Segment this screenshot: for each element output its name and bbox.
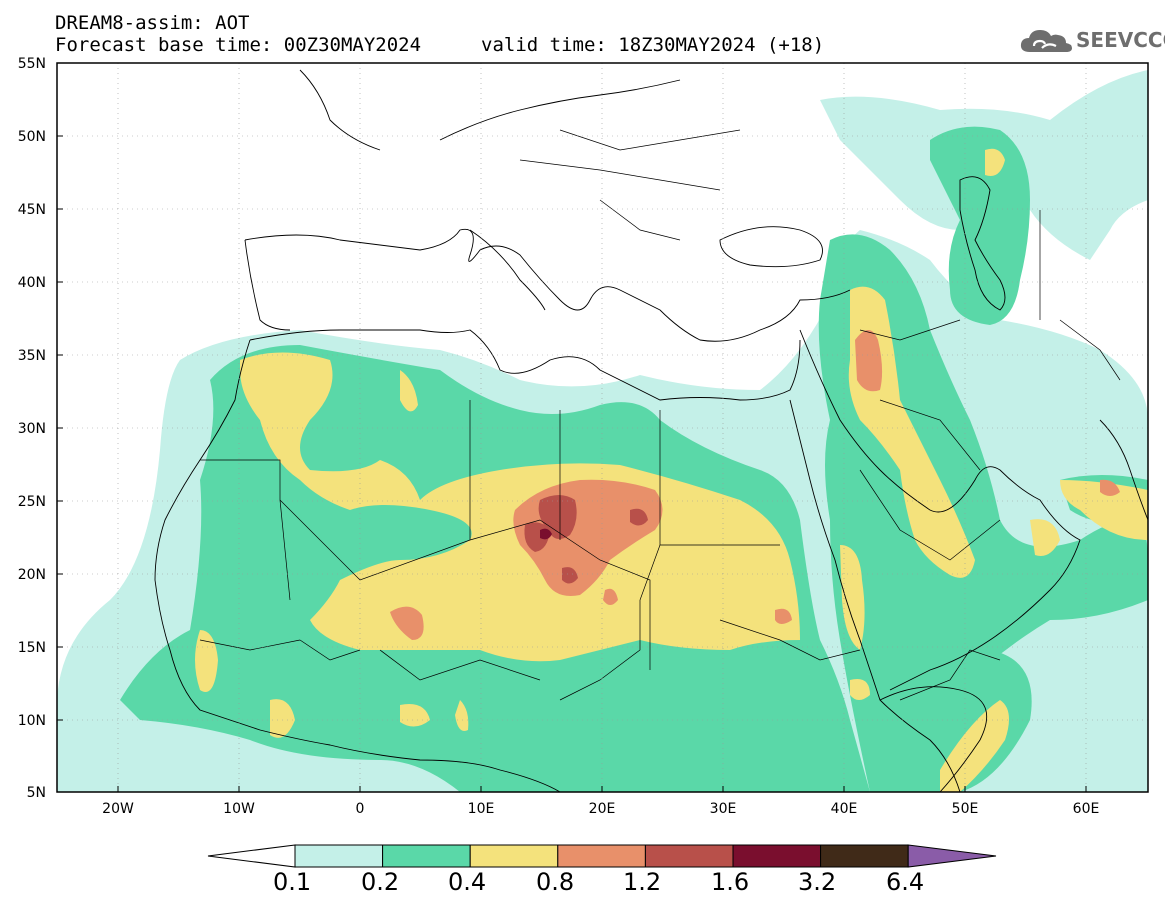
lon-label: 40E: [831, 801, 858, 817]
lat-label: 10N: [18, 713, 46, 729]
lat-label: 40N: [18, 275, 46, 291]
lat-label: 30N: [18, 421, 46, 437]
lat-label: 55N: [18, 56, 46, 72]
colorbar-label: 3.2: [798, 868, 837, 896]
colorbar-label: 0.8: [536, 868, 575, 896]
lat-label: 20N: [18, 567, 46, 583]
longitude-labels: 20W 10W 0 10E 20E 30E 40E 50E 60E: [102, 801, 1099, 817]
lon-label: 10E: [468, 801, 495, 817]
lon-label: 50E: [952, 801, 979, 817]
lat-label: 15N: [18, 640, 46, 656]
cloud-icon: [1020, 30, 1072, 52]
coastlines: [154, 69, 1148, 792]
colorbar-label: 0.1: [273, 868, 312, 896]
country-borders: [199, 129, 1121, 701]
aot-band-1.2: [524, 495, 648, 584]
lat-label: 5N: [27, 785, 46, 801]
lat-label: 50N: [18, 129, 46, 145]
lon-label: 10W: [223, 801, 255, 817]
lon-label: 60E: [1073, 801, 1100, 817]
lon-label: 0: [356, 801, 365, 817]
lat-label: 25N: [18, 494, 46, 510]
lon-label: 20E: [589, 801, 616, 817]
seevccc-logo: SEEVCCC: [1018, 26, 1165, 56]
axis-ticks: [57, 62, 1087, 793]
forecast-base-time: Forecast base time: 00Z30MAY2024: [55, 34, 422, 56]
colorbar-label: 6.4: [886, 868, 925, 896]
lat-label: 35N: [18, 348, 46, 364]
colorbar-label: 1.6: [711, 868, 750, 896]
lat-label: 45N: [18, 202, 46, 218]
gridlines: [57, 63, 1148, 792]
lon-label: 30E: [710, 801, 737, 817]
logo-text: SEEVCCC: [1076, 28, 1165, 52]
latitude-labels: 55N 50N 45N 40N 35N 30N 25N 20N 15N 10N …: [18, 56, 46, 801]
colorbar-label: 0.4: [448, 868, 487, 896]
valid-time: valid time: 18Z30MAY2024 (+18): [481, 34, 825, 56]
colorbar-label: 1.2: [623, 868, 662, 896]
map-title: DREAM8-assim: AOT: [55, 12, 250, 34]
colorbar-label: 0.2: [361, 868, 400, 896]
aot-fields: [57, 70, 1148, 792]
lon-label: 20W: [102, 801, 134, 817]
aot-band-1.6: [540, 528, 552, 540]
